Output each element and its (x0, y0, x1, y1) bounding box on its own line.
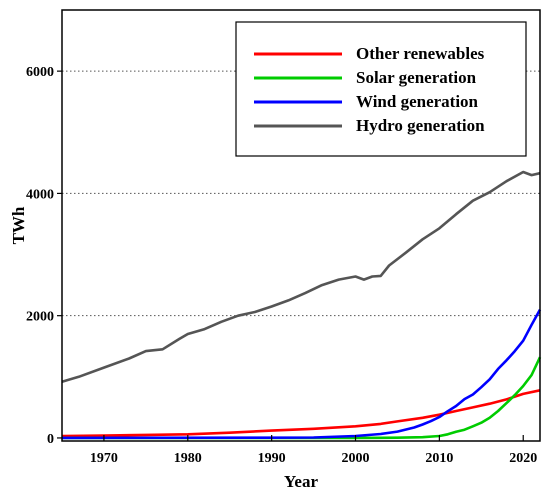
y-tick-label: 4000 (26, 187, 54, 202)
series-line-2 (61, 308, 542, 440)
x-tick-label: 1980 (174, 451, 202, 466)
y-tick-label: 6000 (26, 65, 54, 80)
legend-entry: Hydro generation (356, 116, 485, 135)
x-axis-title: Year (284, 472, 318, 491)
y-axis-ticks: 0 2000 4000 6000 (26, 65, 62, 447)
x-axis-ticks: 1970 1980 1990 2000 2010 2020 (90, 435, 537, 466)
legend: Other renewables Solar generation Wind gen… (235, 21, 527, 157)
x-tick-label: 1970 (90, 451, 118, 466)
series-line-0 (61, 389, 541, 438)
plot-frame (61, 9, 541, 442)
x-tick-label: 2010 (425, 451, 453, 466)
legend-entry: Solar generation (356, 68, 477, 87)
series-line-3 (61, 170, 541, 383)
y-tick-label: 2000 (26, 310, 54, 325)
y-tick-label: 0 (47, 432, 54, 447)
legend-box (235, 21, 527, 157)
x-tick-label: 1990 (258, 451, 286, 466)
series-lines (61, 170, 542, 440)
x-tick-label: 2000 (342, 451, 370, 466)
y-axis-title: TWh (9, 206, 28, 244)
legend-entry: Wind generation (356, 92, 479, 111)
series-line-1 (62, 356, 542, 440)
x-tick-label: 2020 (509, 451, 537, 466)
legend-entry: Other renewables (356, 44, 485, 63)
